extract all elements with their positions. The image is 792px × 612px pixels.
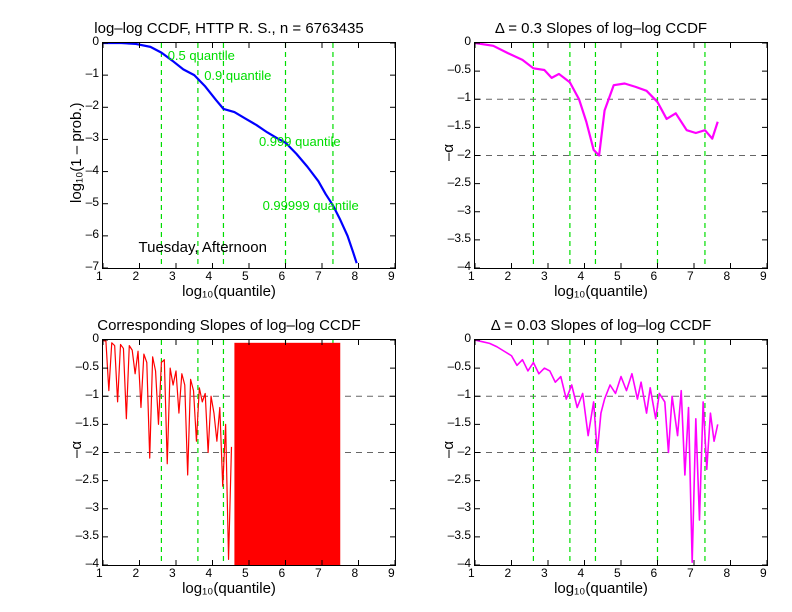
chart-title: Δ = 0.03 Slopes of log–log CCDF (432, 317, 770, 334)
annotation-text: 0.999 quantile (259, 134, 341, 149)
xtick-label: 8 (352, 269, 359, 283)
xtick-label: 6 (651, 269, 658, 283)
ylabel: log₁₀(1 – prob.) (68, 102, 85, 203)
dense-region (234, 343, 340, 565)
xtick-label: 4 (206, 269, 213, 283)
ytick-label: –4 (86, 556, 99, 570)
ytick-label: –3.5 (76, 528, 99, 542)
ytick-label: –0.5 (448, 359, 471, 373)
xtick-label: 7 (315, 269, 322, 283)
ytick-label: –3 (458, 203, 471, 217)
ytick-label: –2.5 (448, 472, 471, 486)
xtick-label: 7 (687, 566, 694, 580)
ytick-label: –3.5 (448, 231, 471, 245)
xtick-label: 9 (388, 269, 395, 283)
ytick-label: –1 (86, 66, 99, 80)
data-series (475, 340, 718, 562)
xtick-label: 7 (315, 566, 322, 580)
xtick-label: 4 (578, 566, 585, 580)
ytick-label: –4 (458, 259, 471, 273)
ytick-label: –2 (458, 147, 471, 161)
xtick-label: 3 (541, 269, 548, 283)
xlabel: log₁₀(quantile) (60, 580, 398, 597)
xtick-label: 6 (279, 566, 286, 580)
ytick-label: –2.5 (76, 472, 99, 486)
ytick-label: –1.5 (448, 118, 471, 132)
ytick-label: –4 (86, 163, 99, 177)
ytick-label: –3 (86, 500, 99, 514)
data-series (103, 341, 231, 560)
plot-area (474, 42, 768, 269)
xtick-label: 8 (724, 566, 731, 580)
ytick-label: –3.5 (448, 528, 471, 542)
xtick-label: 5 (614, 269, 621, 283)
annotation-text: 0.5 quantile (168, 48, 235, 63)
plot-svg (475, 340, 767, 565)
xlabel: log₁₀(quantile) (432, 580, 770, 597)
ytick-label: –4 (458, 556, 471, 570)
xtick-label: 4 (578, 269, 585, 283)
xtick-label: 6 (279, 269, 286, 283)
figure-grid: log–log CCDF, HTTP R. S., n = 6763435123… (60, 20, 770, 600)
xlabel: log₁₀(quantile) (60, 283, 398, 300)
ytick-label: –7 (86, 259, 99, 273)
xtick-label: 8 (352, 566, 359, 580)
plot-area (474, 339, 768, 566)
annotation-text: 0.9 quantile (204, 68, 271, 83)
xtick-label: 3 (169, 269, 176, 283)
xtick-label: 5 (614, 566, 621, 580)
ylabel: –α (440, 143, 457, 160)
ytick-label: –1.5 (448, 415, 471, 429)
ytick-label: –0.5 (448, 62, 471, 76)
panel-top-left: log–log CCDF, HTTP R. S., n = 6763435123… (60, 20, 398, 303)
xtick-label: 5 (242, 269, 249, 283)
chart-title: Δ = 0.3 Slopes of log–log CCDF (432, 20, 770, 37)
ytick-label: –2 (86, 444, 99, 458)
xtick-label: 5 (242, 566, 249, 580)
ylabel: –α (68, 440, 85, 457)
ytick-label: –1 (86, 387, 99, 401)
ytick-label: 0 (464, 34, 471, 48)
xtick-label: 9 (760, 269, 767, 283)
ytick-label: –3 (86, 130, 99, 144)
xtick-label: 9 (760, 566, 767, 580)
ytick-label: –2 (86, 98, 99, 112)
xtick-label: 3 (169, 566, 176, 580)
ytick-label: –5 (86, 195, 99, 209)
xtick-label: 7 (687, 269, 694, 283)
xtick-label: 9 (388, 566, 395, 580)
ytick-label: –0.5 (76, 359, 99, 373)
ytick-label: –3 (458, 500, 471, 514)
xlabel: log₁₀(quantile) (432, 283, 770, 300)
plot-svg (475, 43, 767, 268)
xtick-label: 2 (505, 566, 512, 580)
ytick-label: 0 (92, 34, 99, 48)
plot-svg (103, 340, 395, 565)
annotation-text: 0.99999 quantile (263, 198, 359, 213)
ytick-label: –6 (86, 227, 99, 241)
xtick-label: 6 (651, 566, 658, 580)
chart-title: Corresponding Slopes of log–log CCDF (60, 317, 398, 334)
xtick-label: 3 (541, 566, 548, 580)
xtick-label: 2 (133, 566, 140, 580)
ytick-label: –2.5 (448, 175, 471, 189)
chart-title: log–log CCDF, HTTP R. S., n = 6763435 (60, 20, 398, 37)
ytick-label: –2 (458, 444, 471, 458)
ytick-label: –1.5 (76, 415, 99, 429)
xtick-label: 2 (505, 269, 512, 283)
ytick-label: –1 (458, 90, 471, 104)
xtick-label: 4 (206, 566, 213, 580)
panel-bottom-left: Corresponding Slopes of log–log CCDF1234… (60, 317, 398, 600)
corner-text: Tuesday, Afternoon (139, 239, 267, 256)
panel-top-right: Δ = 0.3 Slopes of log–log CCDF123456789–… (432, 20, 770, 303)
xtick-label: 8 (724, 269, 731, 283)
xtick-label: 2 (133, 269, 140, 283)
plot-area (102, 339, 396, 566)
panel-bottom-right: Δ = 0.03 Slopes of log–log CCDF123456789… (432, 317, 770, 600)
ytick-label: –1 (458, 387, 471, 401)
ytick-label: 0 (92, 331, 99, 345)
ylabel: –α (440, 440, 457, 457)
ytick-label: 0 (464, 331, 471, 345)
